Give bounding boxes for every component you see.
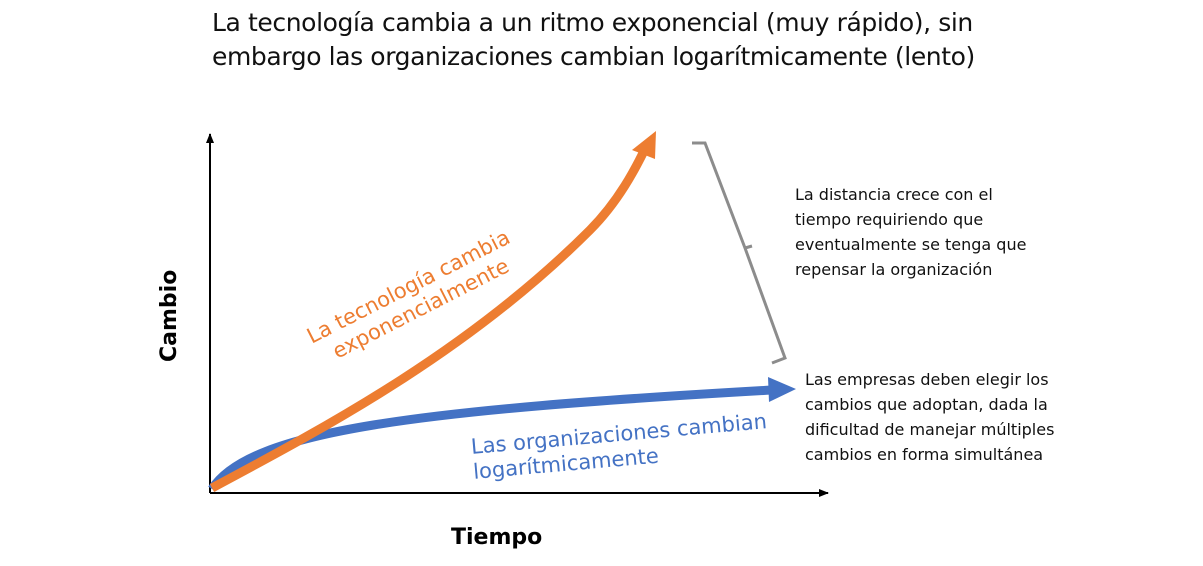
organizations-curve [208,385,773,492]
title-line-2: embargo las organizaciones cambian logar… [212,42,975,71]
page-title: La tecnología cambia a un ritmo exponenc… [212,6,1112,74]
technology-arrowhead [632,131,656,159]
distance-note-line-4: repensar la organización [795,260,993,279]
companies-note-line-4: cambios en forma simultánea [805,445,1044,464]
organizations-arrowhead [768,377,796,402]
x-axis-label: Tiempo [451,525,543,550]
gap-bracket [692,141,787,365]
companies-note-line-2: cambios que adoptan, dada la [805,395,1048,414]
distance-note-line-3: eventualmente se tenga que [795,235,1027,254]
companies-note-line-1: Las empresas deben elegir los [805,370,1049,389]
companies-note-line-3: dificultad de manejar múltiples [805,420,1055,439]
companies-note: Las empresas deben elegir los cambios qu… [805,367,1054,467]
distance-note: La distancia crece con el tiempo requiri… [795,182,1026,282]
title-line-1: La tecnología cambia a un ritmo exponenc… [212,8,973,37]
distance-note-line-1: La distancia crece con el [795,185,993,204]
distance-note-line-2: tiempo requiriendo que [795,210,984,229]
technology-curve [209,148,649,492]
y-axis-label: Cambio [157,269,182,362]
